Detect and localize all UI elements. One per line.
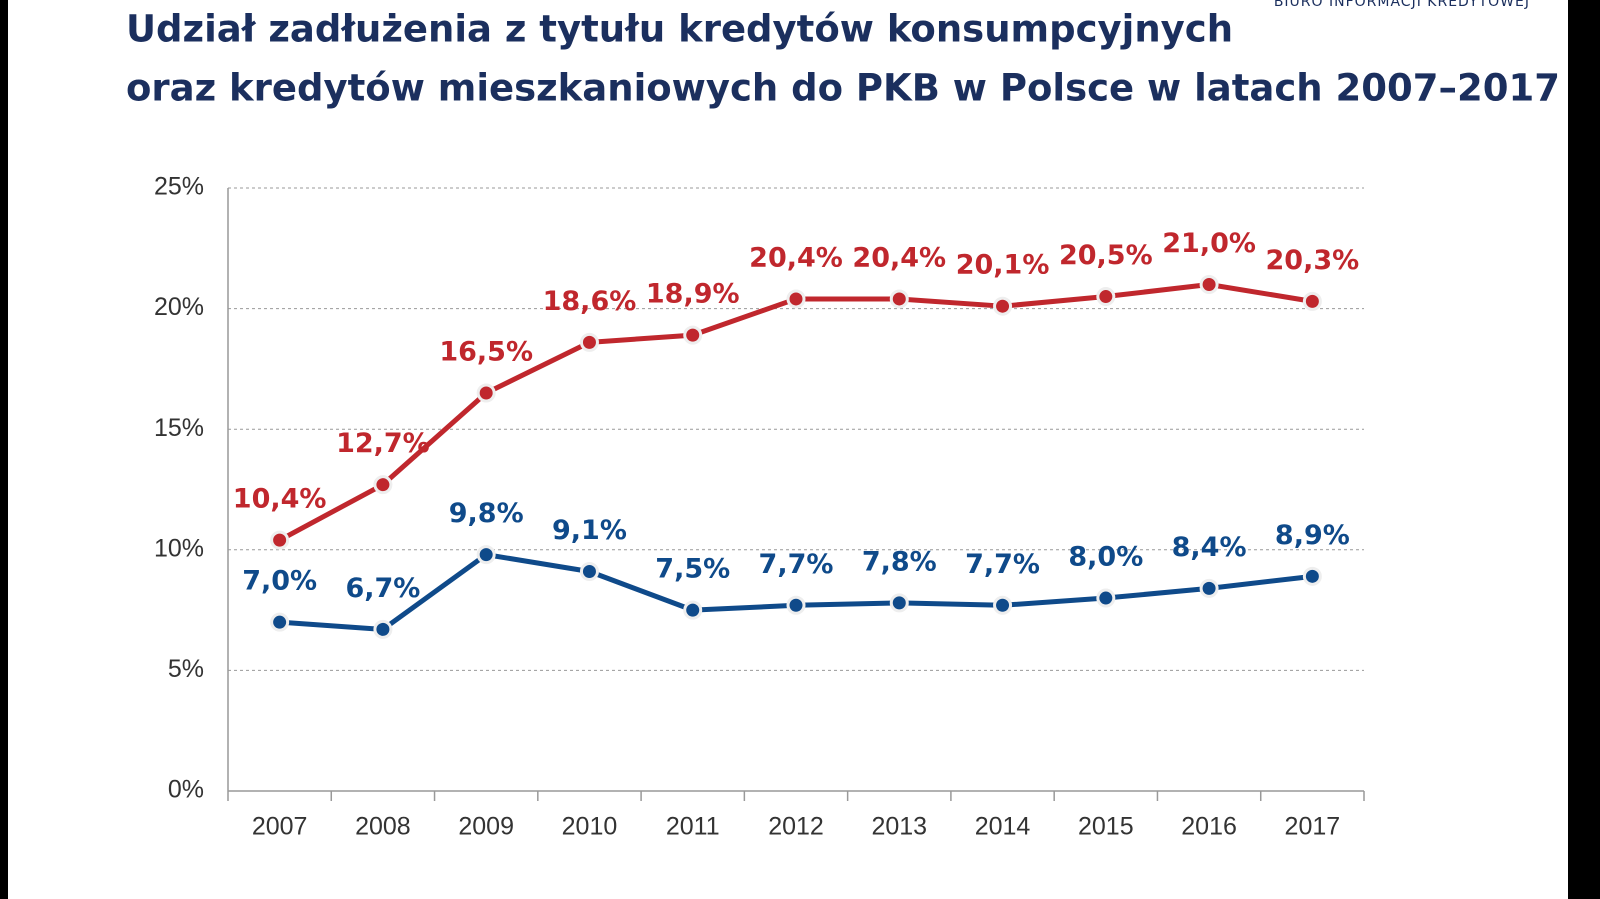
chart-title: Udział zadłużenia z tytułu kredytów kons… [126,8,1233,51]
data-point [889,593,909,613]
x-tick-label: 2013 [871,813,927,841]
data-point [1302,566,1322,586]
y-tick-label: 15% [154,414,204,442]
data-label: 7,0% [242,566,317,597]
data-point [1199,578,1219,598]
x-tick-label: 2014 [975,813,1031,841]
data-point [270,612,290,632]
data-label: 18,6% [543,286,637,317]
data-point [683,600,703,620]
y-tick-label: 0% [168,776,204,804]
data-label: 8,9% [1275,520,1350,551]
data-point [993,296,1013,316]
data-point [1302,291,1322,311]
data-label: 18,9% [646,279,740,310]
x-tick-label: 2016 [1181,813,1237,841]
data-label: 20,5% [1059,240,1153,271]
border-left [0,0,8,899]
logo-text: BIURO INFORMACJI KREDYTOWEJ [1274,0,1530,10]
data-point [373,475,393,495]
x-tick-label: 2007 [252,813,308,841]
data-label: 10,4% [233,484,327,515]
data-point [1096,287,1116,307]
y-tick-label: 5% [168,655,204,683]
chart-title: oraz kredytów mieszkaniowych do PKB w Po… [126,67,1560,110]
data-point [1096,588,1116,608]
data-point [889,289,909,309]
x-tick-label: 2011 [666,813,720,841]
y-tick-label: 10% [154,534,204,562]
y-tick-label: 20% [154,293,204,321]
x-tick-label: 2009 [458,813,514,841]
x-tick-label: 2015 [1078,813,1134,841]
data-point [579,562,599,582]
data-label: 9,1% [552,515,627,546]
data-label: 8,0% [1068,542,1143,573]
data-label: 8,4% [1172,532,1247,563]
data-point [683,325,703,345]
data-label: 7,7% [965,549,1040,580]
data-label: 7,7% [759,549,834,580]
data-label: 20,4% [852,242,946,273]
data-point [1199,274,1219,294]
data-point [476,545,496,565]
data-label: 21,0% [1162,228,1256,259]
data-label: 20,4% [749,242,843,273]
data-label: 16,5% [439,337,533,368]
data-label: 12,7% [336,428,430,459]
series-line [278,281,1313,543]
data-label: 20,1% [956,250,1050,281]
data-point [476,383,496,403]
data-label: 6,7% [345,573,420,604]
data-label: 7,8% [862,546,937,577]
data-point [786,289,806,309]
data-label: 9,8% [449,498,524,529]
border-right [1568,0,1600,899]
data-point [270,530,290,550]
data-point [579,332,599,352]
data-point [373,619,393,639]
x-tick-label: 2012 [768,813,824,841]
x-tick-label: 2017 [1285,813,1341,841]
x-tick-label: 2008 [355,813,411,841]
data-label: 20,3% [1266,245,1360,276]
x-tick-label: 2010 [562,813,618,841]
data-point [993,595,1013,615]
data-point [786,595,806,615]
data-label: 7,5% [655,554,730,585]
y-tick-label: 25% [154,173,204,201]
